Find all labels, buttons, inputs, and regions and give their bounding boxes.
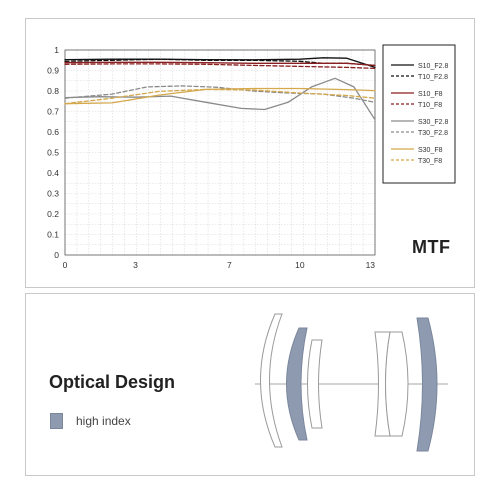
chart-axes: 00.10.20.30.40.50.60.70.80.910 3 7 10 13 (47, 45, 376, 270)
high-index-swatch (50, 413, 63, 429)
y-tick-label: 0.8 (47, 86, 59, 96)
chart-grid (65, 50, 375, 255)
x-tick-label: 13 (366, 260, 376, 270)
y-tick-label: 0.1 (47, 230, 59, 240)
plot-frame (64, 49, 376, 256)
series-line-t10-f8 (64, 63, 376, 70)
optical-design-title: Optical Design (49, 372, 176, 392)
y-tick-label: 1 (54, 45, 59, 55)
y-tick-label: 0.4 (47, 168, 59, 178)
y-tick-label: 0 (54, 250, 59, 260)
y-tick-label: 0.2 (47, 209, 59, 219)
lens-element-1 (260, 313, 283, 448)
legend-label: T10_F2.8 (418, 74, 448, 81)
lens-element-5 (385, 331, 409, 437)
x-tick-label: 3 (133, 260, 138, 270)
chart-legend: S10_F2.8 T10_F2.8 S10_F8 T10_F8 S30_F2.8 T30_… (382, 44, 456, 184)
series-line-s10-f2-8 (64, 57, 376, 69)
y-tick-label: 0.9 (47, 66, 59, 76)
y-tick-label: 0.7 (47, 107, 59, 117)
legend-label: T30_F2.8 (418, 130, 448, 137)
series-line-s30-f8 (64, 87, 376, 105)
legend-label: S10_F8 (418, 91, 443, 98)
series-line-t30-f8 (64, 88, 376, 105)
legend-label: S10_F2.8 (418, 63, 448, 70)
series-line-s10-f8 (64, 61, 376, 67)
legend-box (382, 44, 456, 184)
y-tick-label: 0.5 (47, 148, 59, 158)
legend-label: S30_F8 (418, 147, 443, 154)
chart-series (64, 57, 376, 121)
y-tick-label: 0.3 (47, 189, 59, 199)
x-tick-label: 7 (227, 260, 232, 270)
x-tick-label: 0 (63, 260, 68, 270)
lens-element-6-high-index (416, 317, 438, 452)
lens-element-2-high-index (286, 327, 308, 441)
series-line-s30-f2-8 (64, 77, 376, 121)
high-index-label: high index (76, 414, 131, 428)
legend-label: T10_F8 (418, 102, 442, 109)
legend-label: T30_F8 (418, 158, 442, 165)
y-tick-label: 0.6 (47, 127, 59, 137)
chart-title: MTF (412, 237, 451, 257)
legend-label: S30_F2.8 (418, 119, 448, 126)
lens-element-3 (307, 339, 323, 429)
x-tick-label: 10 (295, 260, 305, 270)
